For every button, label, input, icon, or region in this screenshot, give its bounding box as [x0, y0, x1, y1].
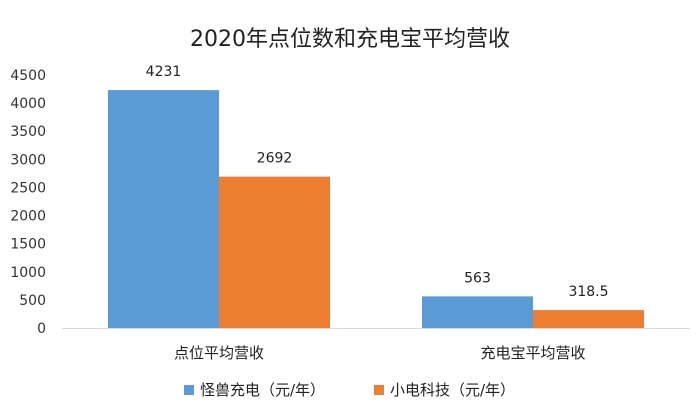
- y-tick-label: 1000: [10, 265, 46, 281]
- y-tick-label: 1500: [10, 237, 46, 253]
- y-tick-label: 3500: [10, 124, 46, 140]
- y-tick-label: 4000: [10, 96, 46, 112]
- data-label: 318.5: [568, 284, 608, 300]
- bar-2-1: [219, 176, 330, 328]
- y-tick-label: 0: [37, 321, 46, 337]
- y-tick-label: 2500: [10, 180, 46, 196]
- bar-2-2: [533, 310, 644, 328]
- legend-label: 小电科技（元/年）: [390, 381, 515, 399]
- data-label: 4231: [146, 64, 182, 80]
- legend-swatch: [374, 385, 384, 395]
- bar-1-2: [422, 296, 533, 328]
- y-tick-label: 3000: [10, 152, 46, 168]
- y-axis: 0 500 1000 1500 2000 2500 3000 3500 4000 4500: [10, 68, 46, 337]
- y-tick-label: 2000: [10, 209, 46, 225]
- bars: [108, 90, 644, 328]
- data-label: 2692: [257, 151, 293, 167]
- legend-label: 怪兽充电（元/年）: [200, 381, 325, 399]
- bar-1-1: [108, 90, 219, 328]
- chart-title: 2020年点位数和充电宝平均营收: [190, 27, 510, 52]
- x-category-label: 点位平均营收: [174, 344, 264, 362]
- legend-swatch: [184, 385, 194, 395]
- x-category-label: 充电宝平均营收: [480, 344, 585, 362]
- x-axis: 点位平均营收 充电宝平均营收: [62, 328, 690, 362]
- legend: 怪兽充电（元/年） 小电科技（元/年）: [184, 381, 515, 399]
- y-tick-label: 4500: [10, 68, 46, 84]
- data-label: 563: [464, 270, 491, 286]
- data-labels: 4231 2692 563 318.5: [146, 64, 609, 300]
- y-tick-label: 500: [19, 293, 46, 309]
